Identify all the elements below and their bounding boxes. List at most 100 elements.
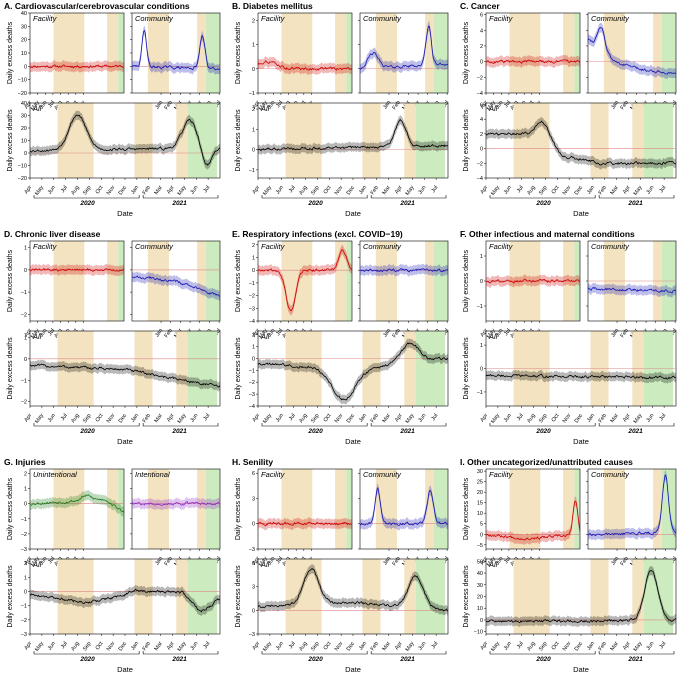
year-label-2020: 2020 bbox=[79, 200, 95, 207]
panel-C-all-xtick-label: Mar bbox=[610, 185, 620, 196]
panel-E-all-xtick-label: May bbox=[405, 413, 416, 425]
panel-C-left-ytick-label: 2 bbox=[480, 44, 483, 50]
panel-C-right-label: Community bbox=[591, 14, 630, 23]
panel-A-left-xtick-label: Jun bbox=[39, 100, 49, 111]
year-label-2020: 2020 bbox=[307, 428, 323, 435]
panel-B-all-ytick-label: 2 bbox=[252, 107, 255, 113]
x-axis-label-date: Date bbox=[573, 437, 589, 446]
y-axis-label-small: Daily excess deaths bbox=[7, 249, 14, 312]
panel-E-left-ytick-label: 2 bbox=[252, 243, 255, 249]
panel-A-all-xtick-label: Dec bbox=[118, 185, 129, 197]
panel-H-right-wave-band-1 bbox=[425, 469, 434, 549]
panel-G-all-wave-band-1 bbox=[134, 559, 153, 634]
panel-title-F: F. Other infectious and maternal conditi… bbox=[460, 229, 635, 239]
panel-A-left-ytick-label: 40 bbox=[21, 11, 27, 17]
panel-D-right-wave-band-0 bbox=[147, 241, 169, 321]
year-label-2020: 2020 bbox=[535, 200, 551, 207]
panel-G-left-xtick-label: Jun bbox=[39, 556, 49, 567]
panel-I-right-frame bbox=[587, 468, 677, 550]
panel-G-all-xtick-label: Jun bbox=[47, 641, 57, 652]
y-axis-label-big: Daily excess deaths bbox=[235, 565, 242, 628]
panel-G-right-label: Intentional bbox=[135, 470, 170, 479]
panel-E-all-ytick-label: −2 bbox=[249, 380, 255, 386]
panel-E-all-xtick-label: Feb bbox=[370, 413, 380, 424]
year-bracket-2021 bbox=[370, 195, 447, 199]
panel-C-right-wave-band-1 bbox=[653, 13, 662, 93]
panel-I-left-ytick-label: 10 bbox=[477, 511, 483, 517]
panel-G-left-xtick-label: May bbox=[30, 556, 41, 568]
panel-B-right-xtick-label: Feb bbox=[392, 100, 402, 111]
panel-D-all-xtick-label: Apr bbox=[166, 413, 176, 424]
panel-H-all-xtick-label: Jul bbox=[288, 641, 297, 650]
year-bracket-2021 bbox=[142, 651, 219, 655]
panel-E-all-xtick-label: Nov bbox=[334, 413, 345, 425]
panel-E-left-xtick-label: Apr bbox=[251, 328, 261, 339]
panel-G-all-xtick-label: Dec bbox=[118, 641, 129, 653]
panel-B-all-xtick-label: Dec bbox=[346, 185, 357, 197]
year-bracket-2020 bbox=[261, 195, 368, 199]
panel-H-all-label: All bbox=[260, 560, 270, 569]
panel-B-all-wave-band-0 bbox=[285, 103, 322, 178]
panel-I-left-xtick-label: May bbox=[486, 556, 497, 568]
panel-E-left-ytick-label: −2 bbox=[249, 294, 255, 300]
panel-E-all-xtick-label: May bbox=[262, 413, 273, 425]
panel-H-left-label: Facility bbox=[261, 470, 286, 479]
panel-A-all-xtick-label: May bbox=[34, 185, 45, 197]
panel-A-right-series-line bbox=[131, 29, 221, 71]
panel-G-all-ytick-label: −1 bbox=[21, 604, 27, 610]
y-axis-label-small: Daily excess deaths bbox=[463, 21, 470, 84]
year-bracket-2020 bbox=[33, 195, 140, 199]
panel-A-all-label: All bbox=[32, 104, 42, 113]
panel-A-all-wave-band-3 bbox=[187, 103, 218, 178]
year-bracket-2021 bbox=[370, 651, 447, 655]
year-label-2021: 2021 bbox=[399, 656, 415, 663]
panel-I-left-ytick-label: 25 bbox=[477, 480, 483, 486]
panel-I-all-xtick-label: Jun bbox=[646, 641, 656, 652]
panel-G-right-xtick-label: Jul bbox=[213, 556, 222, 565]
panel-E-all-xtick-label: Apr bbox=[394, 413, 404, 424]
panel-E-right-wave-band-2 bbox=[433, 241, 448, 321]
panel-B-all-xtick-label: Apr bbox=[251, 185, 261, 196]
panel-A-all-xtick-label: Jun bbox=[47, 185, 57, 196]
panel-G-left-xtick-label: Apr bbox=[23, 556, 33, 567]
panel-A-right-wave-band-0 bbox=[147, 13, 169, 93]
panel-C-all-xtick-label: Apr bbox=[479, 185, 489, 196]
panel-I-right-xtick-label: Feb bbox=[620, 556, 630, 567]
year-bracket-2021 bbox=[598, 195, 675, 199]
panel-F-all-xtick-label: May bbox=[633, 413, 644, 425]
panel-C-all-series-line bbox=[485, 120, 677, 166]
panel-G-right-xtick-label: Feb bbox=[164, 556, 174, 567]
panel-E-all-xtick-label: Jan bbox=[358, 413, 368, 424]
panel-G-left-wave-band-0 bbox=[53, 469, 85, 549]
panel-D-all-xtick-label: Jun bbox=[190, 413, 200, 424]
panel-H-all-xtick-label: Apr bbox=[251, 641, 261, 652]
panel-D-right-frame bbox=[131, 240, 221, 322]
panel-E-all-ytick-label: −3 bbox=[249, 392, 255, 398]
panel-D-all-ytick-label: −2 bbox=[21, 400, 27, 406]
panel-B-all-wave-band-1 bbox=[362, 103, 381, 178]
panel-I-right-ci-band bbox=[588, 470, 676, 541]
panel-D-all-ytick-label: −1 bbox=[21, 378, 27, 384]
panel-B-right-ci-band bbox=[360, 21, 448, 74]
panel-G-left-wave-band-2 bbox=[118, 469, 124, 549]
panel-E-left-ytick-label: 0 bbox=[252, 268, 255, 274]
panel-A-all-xtick-label: Sep bbox=[82, 185, 93, 196]
panel-F-left-xtick-label: Jul bbox=[503, 328, 512, 337]
panel-A: A. Cardiovascular/cerebrovascular condit… bbox=[4, 1, 222, 218]
panel-F-all-xtick-label: Sep bbox=[538, 413, 549, 424]
x-axis-label-date: Date bbox=[117, 665, 133, 674]
year-bracket-2021 bbox=[598, 423, 675, 427]
panel-B-all-wave-band-3 bbox=[415, 103, 446, 178]
panel-E-right-wave-band-1 bbox=[425, 241, 434, 321]
panel-C-left-frame bbox=[485, 12, 581, 94]
panel-C-left-ytick-label: −2 bbox=[477, 75, 483, 81]
panel-B-all-xtick-label: May bbox=[405, 185, 416, 197]
panel-D-all-xtick-label: May bbox=[34, 413, 45, 425]
panel-E-all-xtick-label: Aug bbox=[298, 413, 309, 424]
panel-B-left-ci-band bbox=[258, 55, 352, 75]
panel-E-right-xtick-label: Jan bbox=[382, 328, 392, 339]
panel-I-right-xtick-label: Jul bbox=[669, 556, 678, 565]
panel-I-left-series-line bbox=[485, 500, 581, 541]
panel-F-all-ytick-label: −1 bbox=[477, 390, 483, 396]
panel-B-left-wave-band-0 bbox=[281, 13, 313, 93]
